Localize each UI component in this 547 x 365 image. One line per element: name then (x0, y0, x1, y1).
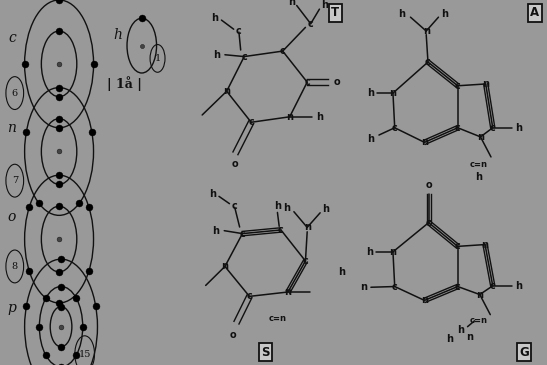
Text: G: G (519, 346, 529, 359)
Text: n: n (304, 222, 311, 233)
Text: h: h (366, 88, 374, 98)
Text: n: n (223, 86, 230, 96)
Text: T: T (331, 6, 339, 19)
Text: h: h (365, 247, 373, 257)
Text: h: h (213, 50, 220, 60)
Text: n: n (423, 26, 430, 36)
Text: 7: 7 (11, 176, 18, 185)
Text: c: c (392, 123, 398, 133)
Text: h: h (339, 267, 346, 277)
Text: c: c (490, 123, 496, 133)
Text: h: h (210, 189, 217, 199)
Text: o: o (334, 77, 340, 87)
Text: h: h (322, 204, 329, 214)
Text: c: c (278, 225, 284, 235)
Text: c: c (280, 46, 286, 56)
Text: n: n (466, 332, 473, 342)
Text: c: c (425, 57, 431, 67)
Text: c: c (241, 51, 247, 62)
Text: n: n (482, 79, 489, 89)
Text: h: h (212, 226, 219, 236)
Text: c: c (304, 77, 310, 87)
Text: h: h (321, 0, 328, 11)
Text: c=n: c=n (470, 160, 488, 169)
Text: c: c (455, 81, 461, 91)
Text: c: c (455, 123, 461, 133)
Text: c: c (455, 281, 461, 292)
Text: c: c (8, 31, 16, 45)
Text: A: A (530, 6, 539, 19)
Text: n: n (476, 289, 484, 300)
Text: 6: 6 (11, 89, 18, 97)
Text: h: h (274, 201, 281, 211)
Text: n: n (421, 137, 428, 147)
Text: c=n: c=n (269, 314, 287, 323)
Text: o: o (8, 210, 16, 224)
Text: n: n (389, 88, 397, 98)
Text: 1: 1 (154, 54, 161, 63)
Text: n: n (222, 261, 229, 272)
Text: c: c (455, 241, 461, 251)
Text: n: n (7, 121, 16, 135)
Text: h: h (475, 172, 482, 182)
Text: h: h (114, 28, 123, 42)
Text: o: o (230, 330, 236, 341)
Text: n: n (389, 247, 397, 257)
Text: 15: 15 (78, 350, 91, 358)
Text: n: n (284, 287, 292, 297)
Text: c: c (426, 218, 432, 228)
Text: n: n (421, 295, 428, 306)
Text: h: h (366, 134, 374, 144)
Text: c=n: c=n (470, 316, 488, 325)
Text: h: h (515, 281, 522, 291)
Text: h: h (316, 112, 323, 122)
Text: h: h (457, 325, 464, 335)
Text: h: h (283, 203, 290, 213)
Text: c: c (308, 19, 313, 29)
Text: h: h (446, 334, 453, 345)
Text: n: n (360, 282, 368, 292)
Text: h: h (441, 9, 448, 19)
Text: n: n (286, 112, 293, 122)
Text: p: p (7, 301, 16, 315)
Text: S: S (261, 346, 270, 359)
Text: c: c (236, 26, 242, 36)
Text: o: o (426, 180, 432, 190)
Text: c: c (247, 291, 252, 301)
Text: h: h (288, 0, 295, 7)
Text: c: c (240, 228, 245, 239)
Text: | 1å |: | 1å | (107, 77, 142, 91)
Text: c: c (248, 117, 254, 127)
Text: h: h (398, 9, 405, 19)
Text: n: n (481, 239, 488, 250)
Text: 8: 8 (11, 262, 18, 271)
Text: c: c (232, 201, 237, 211)
Text: c: c (392, 281, 398, 292)
Text: h: h (515, 123, 522, 133)
Text: o: o (232, 158, 238, 169)
Text: c: c (302, 256, 309, 266)
Text: h: h (211, 13, 218, 23)
Text: n: n (477, 132, 484, 142)
Text: c: c (490, 281, 496, 291)
